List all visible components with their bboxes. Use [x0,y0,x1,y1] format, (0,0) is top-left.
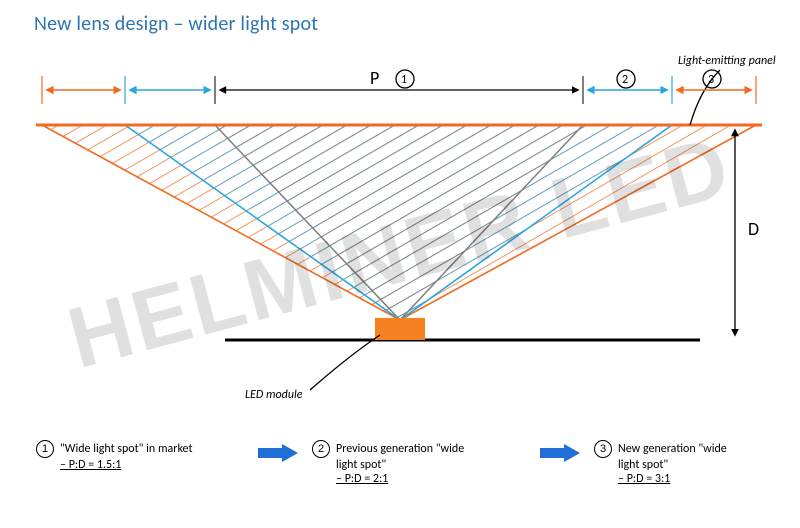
leader-panel [690,70,720,125]
label-D: D [748,218,759,240]
legend-2: 2Previous generation "wide light spot" –… [312,440,532,486]
leader-led [310,335,380,390]
legend-3: 3New generation "wide light spot" – P:D … [594,440,794,486]
svg-text:1: 1 [401,73,407,87]
svg-text:3: 3 [708,73,714,87]
arrow-icon [258,444,298,464]
label-led: LED module [245,388,303,402]
lens-diagram: Light-emitting panel LED module P 1 2 3 … [0,20,800,420]
led-module [375,318,425,340]
label-P: P [370,67,379,89]
legend-1: 1"Wide light spot" in market – P:D = 1.5… [36,440,246,472]
svg-text:2: 2 [622,73,628,87]
arrow-icon [540,444,580,464]
label-panel: Light-emitting panel [678,54,776,68]
